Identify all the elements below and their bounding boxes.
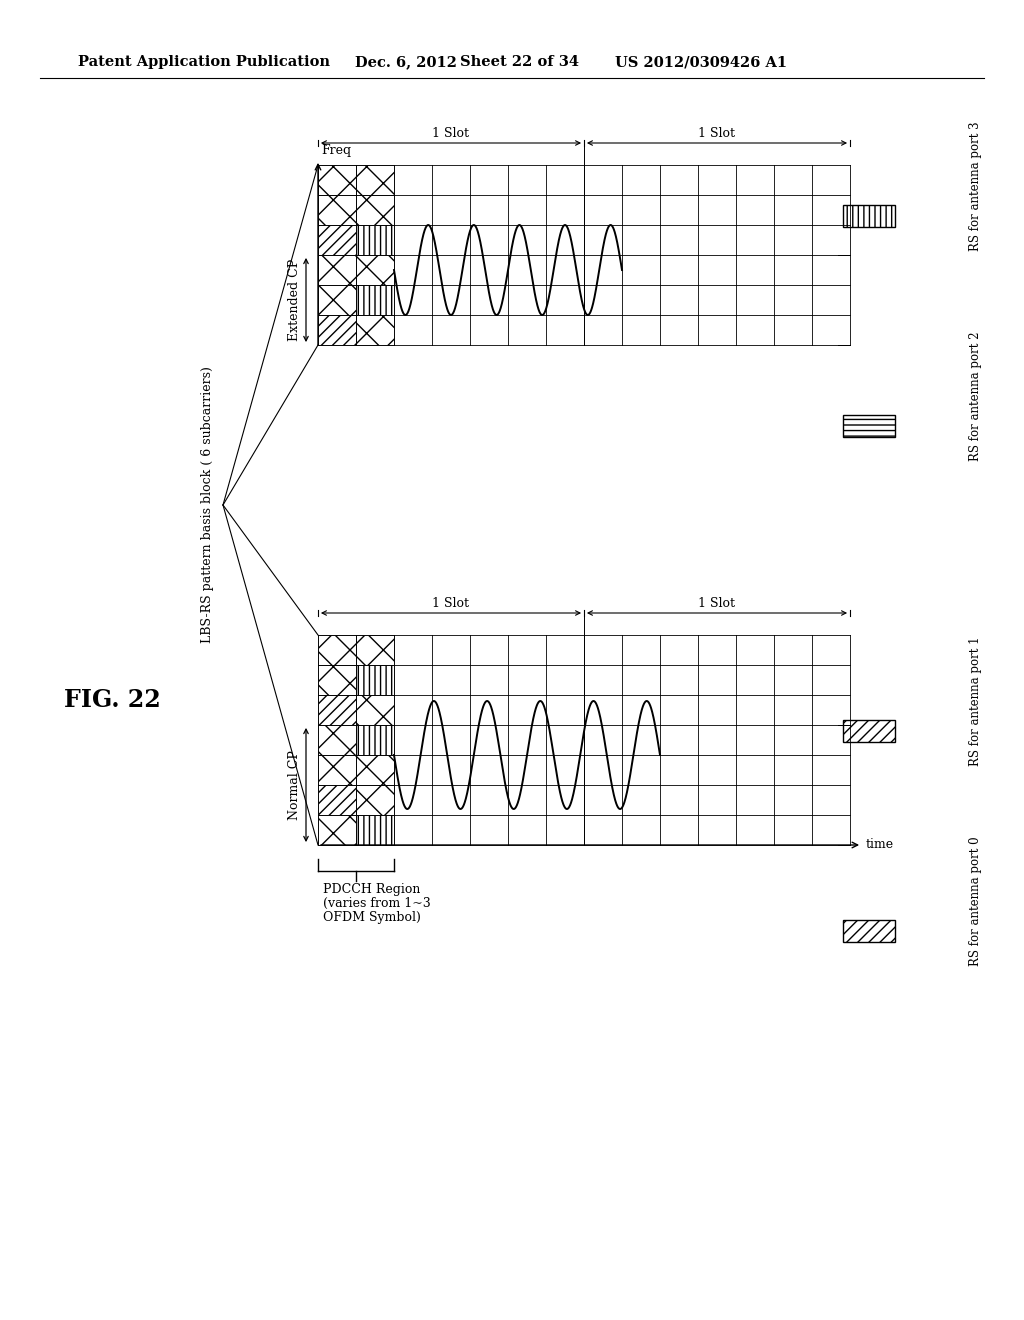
Bar xyxy=(356,224,394,255)
Bar xyxy=(356,725,394,755)
Text: Normal CP: Normal CP xyxy=(288,750,301,820)
Text: Patent Application Publication: Patent Application Publication xyxy=(78,55,330,69)
Text: RS for antenna port 1: RS for antenna port 1 xyxy=(969,636,981,766)
Bar xyxy=(356,696,394,725)
Bar xyxy=(318,785,356,814)
Bar xyxy=(318,165,356,195)
Bar xyxy=(356,635,394,665)
Bar xyxy=(318,696,356,725)
Text: 1 Slot: 1 Slot xyxy=(698,597,735,610)
Text: FIG. 22: FIG. 22 xyxy=(63,688,161,711)
Bar xyxy=(356,165,394,195)
Bar xyxy=(843,205,895,227)
Text: RS for antenna port 3: RS for antenna port 3 xyxy=(969,121,981,251)
Bar xyxy=(318,635,356,665)
Text: 1 Slot: 1 Slot xyxy=(698,127,735,140)
Bar xyxy=(318,224,356,255)
Text: 1 Slot: 1 Slot xyxy=(432,127,469,140)
Text: (varies from 1~3: (varies from 1~3 xyxy=(323,898,431,909)
Bar xyxy=(356,195,394,224)
Bar xyxy=(318,755,356,785)
Bar xyxy=(318,725,356,755)
Bar xyxy=(843,920,895,942)
Text: US 2012/0309426 A1: US 2012/0309426 A1 xyxy=(615,55,787,69)
Bar xyxy=(356,665,394,696)
Text: Extended CP: Extended CP xyxy=(288,259,301,341)
Text: 1 Slot: 1 Slot xyxy=(432,597,469,610)
Text: RS for antenna port 2: RS for antenna port 2 xyxy=(969,331,981,461)
Bar xyxy=(843,414,895,437)
Bar xyxy=(318,255,356,285)
Text: PDCCH Region: PDCCH Region xyxy=(323,883,421,896)
Bar xyxy=(318,315,356,345)
Text: LBS-RS pattern basis block ( 6 subcarriers): LBS-RS pattern basis block ( 6 subcarrie… xyxy=(201,367,213,643)
Bar xyxy=(356,785,394,814)
Bar xyxy=(318,665,356,696)
Bar xyxy=(356,814,394,845)
Bar xyxy=(318,814,356,845)
Text: Freq: Freq xyxy=(321,144,351,157)
Bar xyxy=(356,755,394,785)
Text: OFDM Symbol): OFDM Symbol) xyxy=(323,911,421,924)
Text: Dec. 6, 2012: Dec. 6, 2012 xyxy=(355,55,457,69)
Bar xyxy=(318,195,356,224)
Bar xyxy=(843,719,895,742)
Bar xyxy=(318,285,356,315)
Bar xyxy=(356,255,394,285)
Text: time: time xyxy=(866,838,894,851)
Text: Sheet 22 of 34: Sheet 22 of 34 xyxy=(460,55,579,69)
Bar xyxy=(356,285,394,315)
Bar xyxy=(356,315,394,345)
Text: RS for antenna port 0: RS for antenna port 0 xyxy=(969,836,981,966)
